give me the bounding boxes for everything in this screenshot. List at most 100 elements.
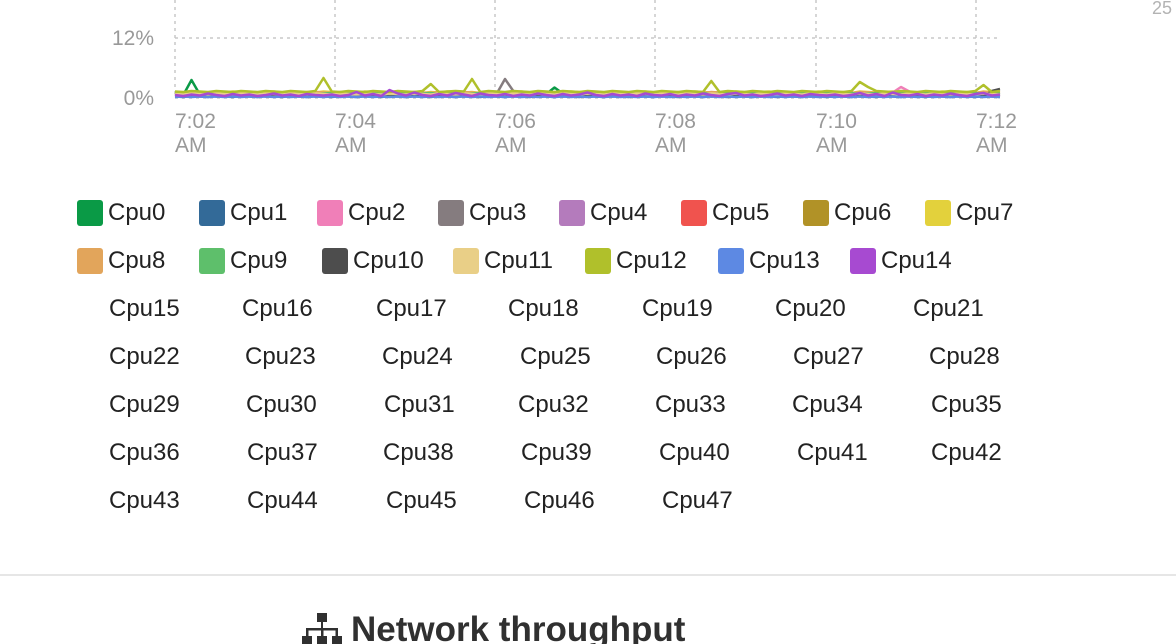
legend-item-cpu42[interactable]: Cpu42 xyxy=(931,438,1002,468)
chart-axes: 12%0%7:02AM7:04AM7:06AM7:08AM7:10AM7:12A… xyxy=(112,0,1172,157)
legend-swatch xyxy=(322,248,348,274)
legend-swatch xyxy=(77,200,103,226)
legend-item-cpu14[interactable]: Cpu14 xyxy=(850,246,952,276)
legend-label: Cpu34 xyxy=(792,391,863,418)
legend-label: Cpu43 xyxy=(109,487,180,514)
network-throughput-heading: Network throughput xyxy=(302,608,685,644)
legend-label: Cpu37 xyxy=(247,439,318,466)
legend-item-cpu26[interactable]: Cpu26 xyxy=(656,342,727,372)
legend-swatch xyxy=(803,200,829,226)
legend-item-cpu38[interactable]: Cpu38 xyxy=(383,438,454,468)
x-tick-label: 7:02 xyxy=(175,110,216,133)
legend-item-cpu10[interactable]: Cpu10 xyxy=(322,246,424,276)
legend-item-cpu24[interactable]: Cpu24 xyxy=(382,342,453,372)
x-tick-label: 7:10 xyxy=(816,110,857,133)
legend-label: Cpu41 xyxy=(797,439,868,466)
legend-item-cpu22[interactable]: Cpu22 xyxy=(109,342,180,372)
cpu-usage-chart: 12%0%7:02AM7:04AM7:06AM7:08AM7:10AM7:12A… xyxy=(112,0,1172,157)
x-tick-label: 7:08 xyxy=(655,110,696,133)
legend-item-cpu41[interactable]: Cpu41 xyxy=(797,438,868,468)
legend-item-cpu2[interactable]: Cpu2 xyxy=(317,198,405,228)
legend-item-cpu27[interactable]: Cpu27 xyxy=(793,342,864,372)
legend-item-cpu5[interactable]: Cpu5 xyxy=(681,198,769,228)
legend-label: Cpu33 xyxy=(655,391,726,418)
legend-swatch xyxy=(681,200,707,226)
legend-item-cpu23[interactable]: Cpu23 xyxy=(245,342,316,372)
legend-swatch xyxy=(850,248,876,274)
legend-item-cpu39[interactable]: Cpu39 xyxy=(521,438,592,468)
legend-item-cpu8[interactable]: Cpu8 xyxy=(77,246,165,276)
legend-swatch xyxy=(718,248,744,274)
legend-swatch xyxy=(438,200,464,226)
legend-item-cpu28[interactable]: Cpu28 xyxy=(929,342,1000,372)
legend-item-cpu19[interactable]: Cpu19 xyxy=(642,294,713,324)
legend-item-cpu4[interactable]: Cpu4 xyxy=(559,198,647,228)
legend-label: Cpu44 xyxy=(247,487,318,514)
legend-label: Cpu26 xyxy=(656,343,727,370)
legend-item-cpu30[interactable]: Cpu30 xyxy=(246,390,317,420)
legend-label: Cpu38 xyxy=(383,439,454,466)
legend-item-cpu43[interactable]: Cpu43 xyxy=(109,486,180,516)
legend-label: Cpu23 xyxy=(245,343,316,370)
legend-item-cpu13[interactable]: Cpu13 xyxy=(718,246,820,276)
legend-item-cpu3[interactable]: Cpu3 xyxy=(438,198,526,228)
legend-item-cpu37[interactable]: Cpu37 xyxy=(247,438,318,468)
legend-label: Cpu12 xyxy=(616,247,687,274)
legend-label: Cpu7 xyxy=(956,199,1014,226)
legend-item-cpu16[interactable]: Cpu16 xyxy=(242,294,313,324)
legend-item-cpu1[interactable]: Cpu1 xyxy=(199,198,287,228)
legend-swatch xyxy=(199,200,225,226)
legend-item-cpu21[interactable]: Cpu21 xyxy=(913,294,984,324)
legend-label: Cpu18 xyxy=(508,295,579,322)
x-tick-label: 7:12 xyxy=(976,110,1017,133)
legend-item-cpu44[interactable]: Cpu44 xyxy=(247,486,318,516)
legend-item-cpu46[interactable]: Cpu46 xyxy=(524,486,595,516)
legend-label: Cpu25 xyxy=(520,343,591,370)
legend-item-cpu18[interactable]: Cpu18 xyxy=(508,294,579,324)
legend-label: Cpu2 xyxy=(348,199,406,226)
y-tick-label: 0% xyxy=(124,87,154,110)
legend-item-cpu32[interactable]: Cpu32 xyxy=(518,390,589,420)
legend-item-cpu6[interactable]: Cpu6 xyxy=(803,198,891,228)
legend-label: Cpu0 xyxy=(108,199,166,226)
legend-label: Cpu8 xyxy=(108,247,166,274)
x-tick-label-period: AM xyxy=(175,134,207,157)
legend-item-cpu9[interactable]: Cpu9 xyxy=(199,246,287,276)
legend-label: Cpu39 xyxy=(521,439,592,466)
legend-swatch xyxy=(77,248,103,274)
legend-item-cpu33[interactable]: Cpu33 xyxy=(655,390,726,420)
legend-item-cpu35[interactable]: Cpu35 xyxy=(931,390,1002,420)
legend-item-cpu7[interactable]: Cpu7 xyxy=(925,198,1013,228)
x-tick-label-period: AM xyxy=(655,134,687,157)
legend-label: Cpu3 xyxy=(469,199,527,226)
legend-label: Cpu15 xyxy=(109,295,180,322)
section-divider xyxy=(0,574,1176,576)
legend-label: Cpu31 xyxy=(384,391,455,418)
legend-item-cpu17[interactable]: Cpu17 xyxy=(376,294,447,324)
legend-item-cpu12[interactable]: Cpu12 xyxy=(585,246,687,276)
legend-item-cpu25[interactable]: Cpu25 xyxy=(520,342,591,372)
legend-item-cpu36[interactable]: Cpu36 xyxy=(109,438,180,468)
legend-item-cpu0[interactable]: Cpu0 xyxy=(77,198,165,228)
legend-label: Cpu9 xyxy=(230,247,288,274)
legend-item-cpu45[interactable]: Cpu45 xyxy=(386,486,457,516)
chart-grid xyxy=(174,0,1000,99)
legend-label: Cpu29 xyxy=(109,391,180,418)
legend-item-cpu20[interactable]: Cpu20 xyxy=(775,294,846,324)
series-line-cpu13 xyxy=(174,95,1001,99)
legend-label: Cpu13 xyxy=(749,247,820,274)
legend-label: Cpu27 xyxy=(793,343,864,370)
legend-item-cpu31[interactable]: Cpu31 xyxy=(384,390,455,420)
x-tick-label-period: AM xyxy=(976,134,1008,157)
legend-label: Cpu19 xyxy=(642,295,713,322)
legend-item-cpu47[interactable]: Cpu47 xyxy=(662,486,733,516)
legend-item-cpu15[interactable]: Cpu15 xyxy=(109,294,180,324)
legend-label: Cpu47 xyxy=(662,487,733,514)
legend-label: Cpu20 xyxy=(775,295,846,322)
legend-item-cpu34[interactable]: Cpu34 xyxy=(792,390,863,420)
sitemap-icon xyxy=(302,613,342,644)
legend-swatch xyxy=(199,248,225,274)
legend-item-cpu40[interactable]: Cpu40 xyxy=(659,438,730,468)
legend-item-cpu29[interactable]: Cpu29 xyxy=(109,390,180,420)
legend-item-cpu11[interactable]: Cpu11 xyxy=(453,246,553,276)
